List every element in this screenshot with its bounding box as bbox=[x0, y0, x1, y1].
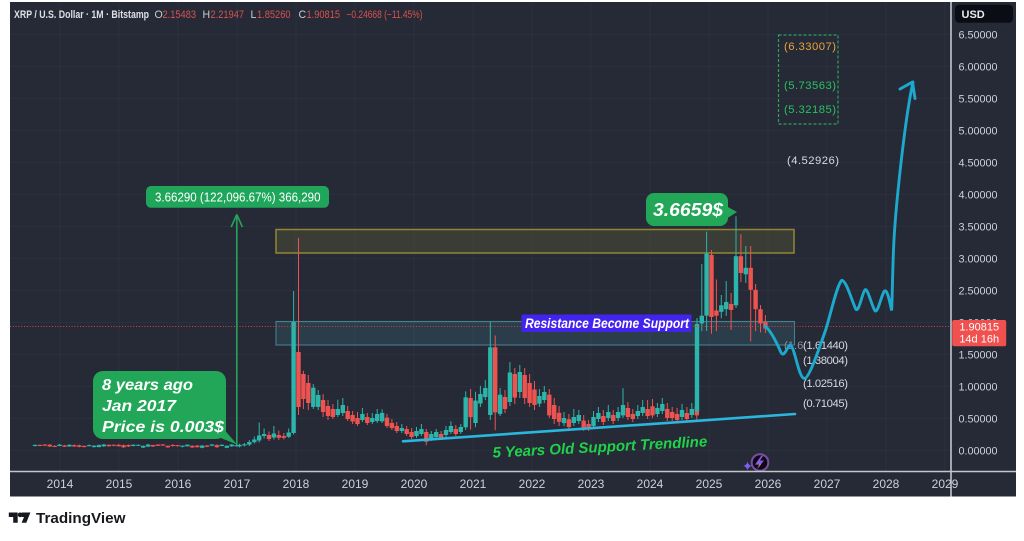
svg-text:3.50000: 3.50000 bbox=[959, 222, 998, 234]
svg-text:2019: 2019 bbox=[342, 477, 369, 491]
svg-text:(0.71045): (0.71045) bbox=[803, 398, 848, 410]
svg-text:1.90815: 1.90815 bbox=[307, 9, 341, 21]
svg-text:6.00000: 6.00000 bbox=[959, 62, 998, 74]
svg-text:2023: 2023 bbox=[578, 477, 605, 491]
svg-text:2017: 2017 bbox=[224, 477, 251, 491]
svg-text:L: L bbox=[251, 9, 257, 21]
svg-text:1.90815: 1.90815 bbox=[959, 322, 999, 334]
svg-text:2024: 2024 bbox=[637, 477, 664, 491]
svg-text:3.6659$: 3.6659$ bbox=[653, 199, 724, 220]
svg-text:Resistance Become Support: Resistance Become Support bbox=[525, 316, 689, 331]
svg-text:(1.02516): (1.02516) bbox=[803, 378, 848, 390]
svg-text:5.50000: 5.50000 bbox=[959, 94, 998, 106]
svg-text:2022: 2022 bbox=[519, 477, 546, 491]
svg-text:1.00000: 1.00000 bbox=[959, 382, 998, 394]
svg-text:(1.38004): (1.38004) bbox=[803, 355, 848, 367]
svg-text:2.21947: 2.21947 bbox=[211, 9, 245, 21]
svg-text:C: C bbox=[299, 9, 307, 21]
svg-text:4.00000: 4.00000 bbox=[959, 190, 998, 202]
svg-text:14d 16h: 14d 16h bbox=[959, 334, 999, 346]
svg-text:(4.52926): (4.52926) bbox=[787, 155, 839, 167]
svg-text:2026: 2026 bbox=[755, 477, 782, 491]
svg-text:(6.33007): (6.33007) bbox=[784, 41, 836, 53]
svg-text:TradingView: TradingView bbox=[36, 510, 126, 527]
svg-text:5.00000: 5.00000 bbox=[959, 126, 998, 138]
svg-text:3.00000: 3.00000 bbox=[959, 254, 998, 266]
svg-text:2015: 2015 bbox=[106, 477, 133, 491]
svg-text:2025: 2025 bbox=[696, 477, 723, 491]
svg-text:Jan 2017: Jan 2017 bbox=[102, 398, 178, 415]
svg-text:O: O bbox=[155, 9, 163, 21]
svg-text:2020: 2020 bbox=[401, 477, 428, 491]
svg-text:2018: 2018 bbox=[283, 477, 310, 491]
svg-text:6.50000: 6.50000 bbox=[959, 30, 998, 42]
svg-text:(5.32185): (5.32185) bbox=[784, 104, 836, 116]
svg-text:2014: 2014 bbox=[47, 477, 74, 491]
svg-text:3.66290 (122,096.67%) 366,290: 3.66290 (122,096.67%) 366,290 bbox=[155, 190, 321, 204]
svg-text:−0.24668 (−11.45%): −0.24668 (−11.45%) bbox=[347, 9, 423, 21]
svg-text:XRP / U.S. Dollar · 1M · Bitst: XRP / U.S. Dollar · 1M · Bitstamp bbox=[14, 9, 149, 21]
svg-text:8 years ago: 8 years ago bbox=[102, 377, 193, 394]
svg-text:4.50000: 4.50000 bbox=[959, 158, 998, 170]
svg-text:2.15483: 2.15483 bbox=[163, 9, 197, 21]
svg-text:1.50000: 1.50000 bbox=[959, 350, 998, 362]
svg-text:2028: 2028 bbox=[873, 477, 900, 491]
svg-text:USD: USD bbox=[962, 9, 985, 21]
svg-text:(5.73563): (5.73563) bbox=[784, 80, 836, 92]
svg-text:2.50000: 2.50000 bbox=[959, 286, 998, 298]
svg-text:2029: 2029 bbox=[932, 477, 959, 491]
svg-text:(1.6: (1.6 bbox=[784, 340, 803, 352]
svg-text:Price is 0.003$: Price is 0.003$ bbox=[102, 419, 224, 436]
svg-text:1.85260: 1.85260 bbox=[257, 9, 291, 21]
svg-text:H: H bbox=[203, 9, 211, 21]
svg-text:0.50000: 0.50000 bbox=[959, 414, 998, 426]
svg-text:2027: 2027 bbox=[814, 477, 841, 491]
svg-text:2021: 2021 bbox=[460, 477, 487, 491]
svg-text:2016: 2016 bbox=[165, 477, 192, 491]
svg-text:(1.61440): (1.61440) bbox=[803, 340, 848, 352]
svg-text:0.00000: 0.00000 bbox=[959, 446, 998, 458]
